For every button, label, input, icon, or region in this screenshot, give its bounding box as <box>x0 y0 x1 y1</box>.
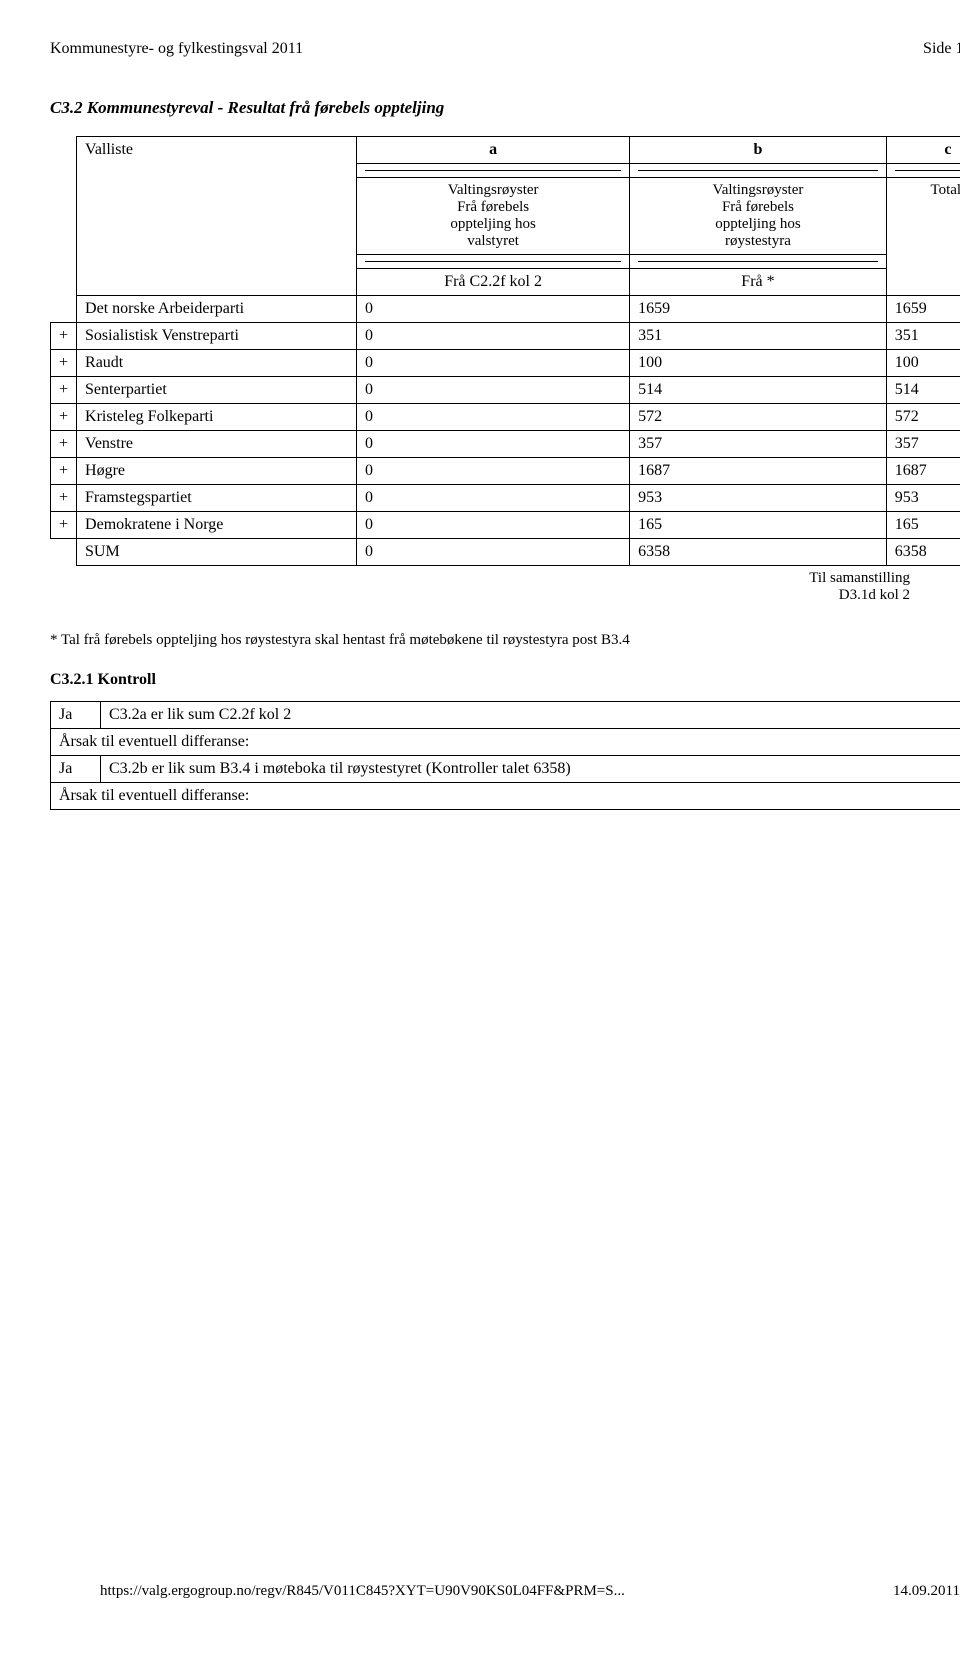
col-c-value: 165 <box>886 512 960 539</box>
plus-cell: + <box>51 377 77 404</box>
col-a-value: 0 <box>357 350 630 377</box>
col-a-label: a <box>489 141 497 158</box>
col-b-value: 572 <box>630 404 887 431</box>
footnote: * Tal frå førebels oppteljing hos røyste… <box>50 632 960 649</box>
sum-name: SUM <box>85 543 120 560</box>
kontroll-reason: Årsak til eventuell differanse: <box>51 729 960 756</box>
col-c-value: 514 <box>886 377 960 404</box>
col-b-value: 514 <box>630 377 887 404</box>
footer-url: https://valg.ergogroup.no/regv/R845/V011… <box>100 1583 625 1600</box>
col-a-value: 0 <box>357 485 630 512</box>
col-b-value: 100 <box>630 350 887 377</box>
kontroll-table: JaC3.2a er lik sum C2.2f kol 2Årsak til … <box>50 701 960 810</box>
col-b-value: 351 <box>630 323 887 350</box>
party-name: Høgre <box>77 458 357 485</box>
party-name: Kristeleg Folkeparti <box>77 404 357 431</box>
plus-cell: + <box>51 431 77 458</box>
results-table: Valliste a b c Valtingsrøyster Frå føreb… <box>50 136 960 566</box>
plus-cell: + <box>51 350 77 377</box>
plus-cell: + <box>51 458 77 485</box>
kontroll-row: JaC3.2a er lik sum C2.2f kol 2 <box>51 702 960 729</box>
kontroll-ja: Ja <box>51 756 101 783</box>
col-c-value: 1659 <box>886 296 960 323</box>
col-b-value: 1687 <box>630 458 887 485</box>
col-a-value: 0 <box>357 512 630 539</box>
sum-b: 6358 <box>638 543 670 560</box>
footer-date: 14.09.2011 <box>893 1583 960 1600</box>
col-a-value: 0 <box>357 323 630 350</box>
col-b-value: 953 <box>630 485 887 512</box>
col-b-value: 1659 <box>630 296 887 323</box>
kontroll-row: Årsak til eventuell differanse: <box>51 783 960 810</box>
plus-cell <box>51 296 77 323</box>
sub-b: Valtingsrøyster Frå førebels oppteljing … <box>713 182 804 249</box>
col-b-value: 357 <box>630 431 887 458</box>
col-c-value: 953 <box>886 485 960 512</box>
table-row: +Høgre016871687 <box>51 458 960 485</box>
party-name: Raudt <box>77 350 357 377</box>
table-row: +Raudt0100100 <box>51 350 960 377</box>
col-a-value: 0 <box>357 458 630 485</box>
header-left: Kommunestyre- og fylkestingsval 2011 <box>50 40 303 58</box>
kontroll-row: Årsak til eventuell differanse: <box>51 729 960 756</box>
table-row: +Sosialistisk Venstreparti0351351 <box>51 323 960 350</box>
col-c-value: 572 <box>886 404 960 431</box>
kontroll-ja: Ja <box>51 702 101 729</box>
kontroll-row: JaC3.2b er lik sum B3.4 i møteboka til r… <box>51 756 960 783</box>
plus-cell: + <box>51 404 77 431</box>
plus-cell: + <box>51 485 77 512</box>
col-a-value: 0 <box>357 377 630 404</box>
header-right: Side 11 av 22 <box>923 40 960 58</box>
party-name: Senterpartiet <box>77 377 357 404</box>
col-c-value: 1687 <box>886 458 960 485</box>
sum-c: 6358 <box>895 543 927 560</box>
col-a-value: 0 <box>357 431 630 458</box>
col-c-value: 100 <box>886 350 960 377</box>
kontroll-reason: Årsak til eventuell differanse: <box>51 783 960 810</box>
sum-a: 0 <box>365 543 373 560</box>
party-name: Sosialistisk Venstreparti <box>77 323 357 350</box>
kontroll-title: C3.2.1 Kontroll <box>50 671 960 689</box>
party-name: Venstre <box>77 431 357 458</box>
section-title: C3.2 Kommunestyreval - Resultat frå føre… <box>50 98 960 118</box>
kontroll-text: C3.2a er lik sum C2.2f kol 2 <box>101 702 960 729</box>
table-row: +Kristeleg Folkeparti0572572 <box>51 404 960 431</box>
fra-b: Frå * <box>741 273 774 290</box>
col-a-value: 0 <box>357 296 630 323</box>
col-b-value: 165 <box>630 512 887 539</box>
sub-a: Valtingsrøyster Frå førebels oppteljing … <box>448 182 539 249</box>
sub-c: Totalt <box>930 182 960 198</box>
plus-cell: + <box>51 323 77 350</box>
col-b-label: b <box>754 141 763 158</box>
col-c-label: c <box>944 141 951 158</box>
party-name: Det norske Arbeiderparti <box>77 296 357 323</box>
table-row: +Senterpartiet0514514 <box>51 377 960 404</box>
table-row: +Framstegspartiet0953953 <box>51 485 960 512</box>
samanstilling-note: Til samanstilling D3.1d kol 2 <box>50 570 960 604</box>
table-row: +Venstre0357357 <box>51 431 960 458</box>
valliste-label: Valliste <box>85 141 133 158</box>
plus-cell: + <box>51 512 77 539</box>
table-row: +Demokratene i Norge0165165 <box>51 512 960 539</box>
fra-a: Frå C2.2f kol 2 <box>444 273 542 290</box>
party-name: Framstegspartiet <box>77 485 357 512</box>
sum-row: SUM 0 6358 6358 <box>51 539 960 566</box>
table-row: Det norske Arbeiderparti016591659 <box>51 296 960 323</box>
kontroll-text: C3.2b er lik sum B3.4 i møteboka til røy… <box>101 756 960 783</box>
col-c-value: 351 <box>886 323 960 350</box>
col-c-value: 357 <box>886 431 960 458</box>
party-name: Demokratene i Norge <box>77 512 357 539</box>
col-a-value: 0 <box>357 404 630 431</box>
